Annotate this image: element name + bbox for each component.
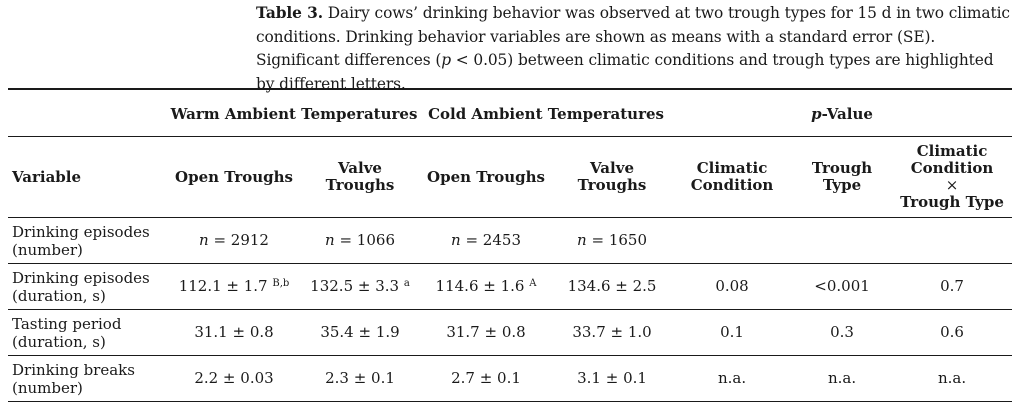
header-p-rest: -Value — [821, 104, 873, 123]
row-variable: Tasting period (duration, s) — [8, 309, 168, 356]
header-interaction-x: × — [945, 176, 959, 194]
n-symbol: n — [325, 231, 335, 249]
table-row: Tasting period (duration, s) 31.1 ± 0.8 … — [8, 309, 1013, 356]
cell-p-climatic: n.a. — [672, 355, 793, 402]
cell-p-interaction — [892, 217, 1013, 264]
cell-cold-valve: 33.7 ± 1.0 — [552, 309, 673, 356]
cell-p-climatic — [672, 217, 793, 264]
cell-p-trough — [792, 217, 893, 264]
cell-cold-open: 114.6 ± 1.6 A — [420, 263, 553, 310]
cell-warm-open: n = 2912 — [168, 217, 300, 264]
cell-cold-open: 2.7 ± 0.1 — [420, 355, 553, 402]
cell-value: 132.5 ± 3.3 — [310, 277, 400, 295]
cell-cold-open: 31.7 ± 0.8 — [420, 309, 553, 356]
cell-p-interaction: n.a. — [892, 355, 1013, 402]
significance-letter: B,b — [272, 278, 290, 289]
cell-warm-open: 112.1 ± 1.7 B,b — [168, 263, 300, 310]
table-row: Drinking breaks (number) 2.2 ± 0.03 2.3 … — [8, 355, 1013, 402]
caption-label: Table 3. — [256, 4, 323, 22]
cell-warm-open: 2.2 ± 0.03 — [168, 355, 300, 402]
header-interaction-2: Trough Type — [900, 193, 1004, 211]
header-group-warm: Warm Ambient Temperatures — [168, 88, 421, 137]
cell-warm-valve: 2.3 ± 0.1 — [300, 355, 421, 402]
header-climatic-condition: Climatic Condition — [672, 136, 793, 218]
caption-p-symbol: p — [441, 51, 451, 69]
header-variable: Variable — [8, 136, 168, 218]
cell-value: 114.6 ± 1.6 — [435, 277, 525, 295]
cell-p-trough: <0.001 — [792, 263, 893, 310]
cell-p-climatic: 0.1 — [672, 309, 793, 356]
header-warm-open: Open Troughs — [168, 136, 300, 218]
cell-warm-valve: 35.4 ± 1.9 — [300, 309, 421, 356]
cell-p-interaction: 0.7 — [892, 263, 1013, 310]
header-cold-open: Open Troughs — [420, 136, 553, 218]
header-warm-valve: Valve Troughs — [300, 136, 421, 218]
n-symbol: n — [451, 231, 461, 249]
cell-cold-valve: n = 1650 — [552, 217, 673, 264]
header-column-row: Variable Open Troughs Valve Troughs Open… — [8, 136, 1013, 218]
cell-warm-open: 31.1 ± 0.8 — [168, 309, 300, 356]
cell-value: = 2912 — [208, 231, 269, 249]
cell-p-trough: n.a. — [792, 355, 893, 402]
header-group-cold: Cold Ambient Temperatures — [420, 88, 673, 137]
header-interaction: Climatic Condition × Trough Type — [892, 136, 1013, 218]
table-row: Drinking episodes (number) n = 2912 n = … — [8, 217, 1013, 264]
cell-value: = 1066 — [334, 231, 395, 249]
cell-p-climatic: 0.08 — [672, 263, 793, 310]
caption-text-2: < 0.05) between climatic conditions and … — [256, 51, 994, 93]
header-interaction-1: Climatic Condition — [910, 142, 994, 177]
table-caption: Table 3. Dairy cows’ drinking behavior w… — [256, 2, 1012, 96]
cell-p-trough: 0.3 — [792, 309, 893, 356]
significance-letter: a — [403, 278, 410, 289]
header-empty — [8, 88, 168, 137]
n-symbol: n — [199, 231, 209, 249]
cell-warm-valve: n = 1066 — [300, 217, 421, 264]
header-group-p-value: p-Value — [672, 88, 1013, 137]
cell-cold-valve: 3.1 ± 0.1 — [552, 355, 673, 402]
row-variable: Drinking episodes (duration, s) — [8, 263, 168, 310]
n-symbol: n — [577, 231, 587, 249]
row-variable: Drinking breaks (number) — [8, 355, 168, 402]
significance-letter: A — [529, 278, 537, 289]
cell-cold-open: n = 2453 — [420, 217, 553, 264]
header-trough-type: Trough Type — [792, 136, 893, 218]
cell-value: = 2453 — [460, 231, 521, 249]
header-cold-valve: Valve Troughs — [552, 136, 673, 218]
table-row: Drinking episodes (duration, s) 112.1 ± … — [8, 263, 1013, 310]
header-group-row: Warm Ambient Temperatures Cold Ambient T… — [8, 88, 1013, 137]
cell-warm-valve: 132.5 ± 3.3 a — [300, 263, 421, 310]
data-table: Warm Ambient Temperatures Cold Ambient T… — [8, 88, 1013, 402]
cell-p-interaction: 0.6 — [892, 309, 1013, 356]
cell-value: = 1650 — [586, 231, 647, 249]
caption-text-1: Dairy cows’ drinking behavior was observ… — [256, 4, 1010, 69]
cell-cold-valve: 134.6 ± 2.5 — [552, 263, 673, 310]
cell-value: 112.1 ± 1.7 — [178, 277, 268, 295]
header-p-symbol: p — [811, 104, 822, 123]
row-variable: Drinking episodes (number) — [8, 217, 168, 264]
